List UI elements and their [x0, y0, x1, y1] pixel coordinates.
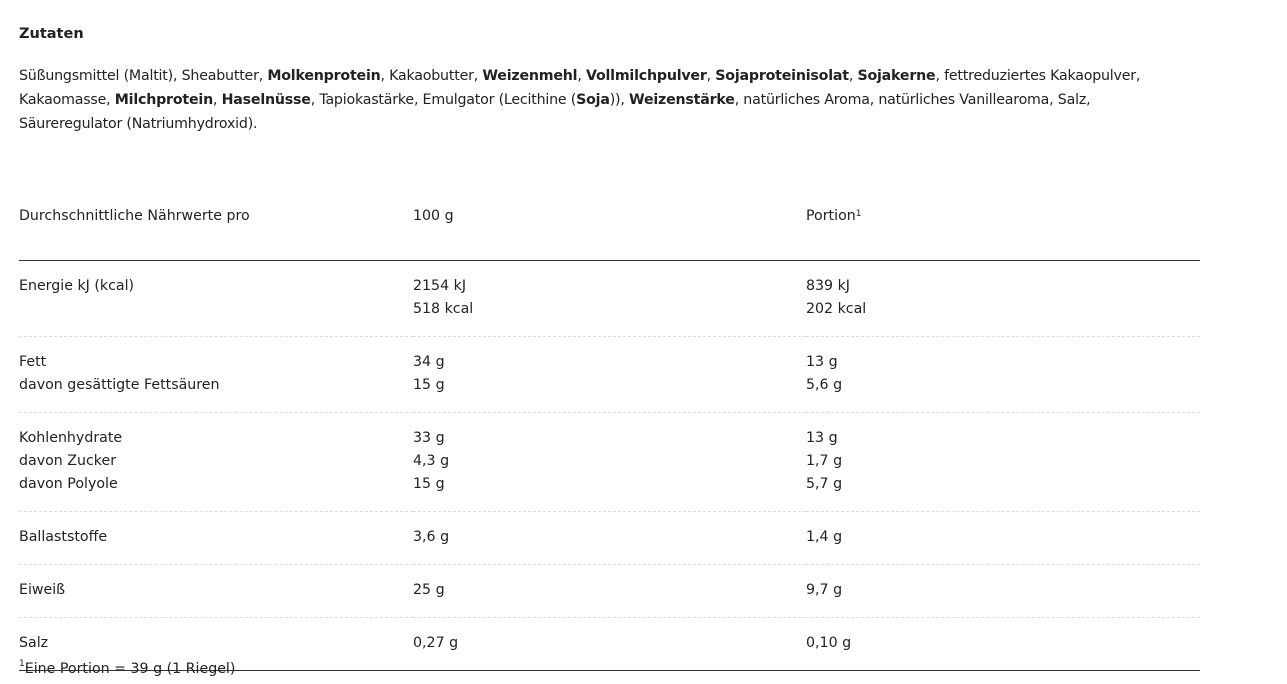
table-row: Energie kJ (kcal) 2154 kJ 518 kcal 839 kJ 20… — [19, 260, 1200, 337]
ingredient-text: Süßungsmittel (Maltit), Sheabutter, — [19, 68, 268, 84]
value-per-portion-cell: 839 kJ 202 kcal — [806, 260, 1200, 337]
value-per-portion-cell: 9,7 g — [806, 564, 1200, 618]
footnote: 1Eine Portion = 39 g (1 Riegel) — [19, 659, 236, 677]
value-per-100g-cell: 25 g — [413, 564, 806, 618]
ingredients-text: Süßungsmittel (Maltit), Sheabutter, Molk… — [19, 64, 1140, 136]
value-per-portion-cell: 0,10 g — [806, 617, 1200, 671]
value-per-100g: 2154 kJ — [413, 278, 467, 294]
value-per-100g: 0,27 g — [413, 635, 459, 651]
value-per-portion: 1,4 g — [806, 529, 843, 545]
nutrient-label: davon gesättigte Fettsäuren — [19, 377, 220, 393]
value-per-portion-cell: 13 g 5,6 g — [806, 336, 1200, 413]
value-per-portion: 9,7 g — [806, 582, 843, 598]
nutrient-label-cell: Kohlenhydrate davon Zucker davon Polyole — [19, 412, 413, 512]
nutrition-table: Durchschnittliche Nährwerte pro 100 g Po… — [19, 194, 1200, 671]
value-per-100g: 15 g — [413, 476, 445, 492]
ingredient-text: , Tapiokastärke, Emulgator (Lecithine ( — [310, 92, 577, 108]
nutrient-label: Eiweiß — [19, 582, 66, 598]
footnote-marker: 1 — [19, 659, 25, 669]
value-per-portion: 5,7 g — [806, 476, 843, 492]
ingredient-text: )), — [609, 92, 629, 108]
value-per-portion: 13 g — [806, 430, 838, 446]
ingredients-line: Säureregulator (Natriumhydroxid). — [19, 112, 1140, 136]
ingredient-text: , fettreduziertes Kakaopulver, — [935, 68, 1141, 84]
footnote-marker: 1 — [855, 209, 862, 219]
ingredient-text: Kakaomasse, — [19, 92, 115, 108]
value-per-100g: 33 g — [413, 430, 445, 446]
header-label: Durchschnittliche Nährwerte pro — [19, 194, 413, 261]
table-row: Salz 0,27 g 0,10 g — [19, 617, 1200, 671]
value-per-100g: 25 g — [413, 582, 445, 598]
nutrient-label: Fett — [19, 354, 47, 370]
value-per-100g: 518 kcal — [413, 301, 474, 317]
ingredient-text: , — [577, 68, 586, 84]
value-per-portion: 839 kJ — [806, 278, 850, 294]
value-per-portion: 202 kcal — [806, 301, 867, 317]
value-per-100g: 34 g — [413, 354, 445, 370]
value-per-100g-cell: 34 g 15 g — [413, 336, 806, 413]
nutrient-label: davon Polyole — [19, 476, 118, 492]
ingredient-text: , — [212, 92, 222, 108]
value-per-100g-cell: 33 g 4,3 g 15 g — [413, 412, 806, 512]
nutrient-label-cell: Energie kJ (kcal) — [19, 260, 413, 337]
ingredient-text: Säureregulator (Natriumhydroxid). — [19, 116, 258, 132]
nutrient-label: Ballaststoffe — [19, 529, 108, 545]
value-per-100g: 3,6 g — [413, 529, 450, 545]
header-portion-label: Portion — [806, 208, 856, 224]
value-per-portion: 1,7 g — [806, 453, 843, 469]
ingredients-line: Süßungsmittel (Maltit), Sheabutter, Molk… — [19, 64, 1140, 88]
table-row: Kohlenhydrate davon Zucker davon Polyole 33… — [19, 412, 1200, 512]
nutrient-label-cell: Ballaststoffe — [19, 511, 413, 565]
ingredient-text: , — [706, 68, 716, 84]
allergen-text: Weizenmehl — [482, 68, 578, 84]
value-per-100g: 15 g — [413, 377, 445, 393]
value-per-portion: 5,6 g — [806, 377, 843, 393]
value-per-portion: 0,10 g — [806, 635, 852, 651]
table-row: Ballaststoffe 3,6 g 1,4 g — [19, 511, 1200, 565]
value-per-100g-cell: 3,6 g — [413, 511, 806, 565]
ingredients-title: Zutaten — [19, 26, 84, 42]
allergen-text: Vollmilchpulver — [585, 68, 707, 84]
nutrient-label: Kohlenhydrate — [19, 430, 123, 446]
footnote-text: Eine Portion = 39 g (1 Riegel) — [24, 661, 236, 677]
nutrient-label-cell: Fett davon gesättigte Fettsäuren — [19, 336, 413, 413]
value-per-100g-cell: 2154 kJ 518 kcal — [413, 260, 806, 337]
allergen-text: Molkenprotein — [267, 68, 381, 84]
allergen-text: Soja — [576, 92, 610, 108]
allergen-text: Weizenstärke — [629, 92, 735, 108]
table-header-row: Durchschnittliche Nährwerte pro 100 g Po… — [19, 194, 1200, 261]
allergen-text: Milchprotein — [114, 92, 213, 108]
ingredients-line: Kakaomasse, Milchprotein, Haselnüsse, Ta… — [19, 88, 1140, 112]
value-per-portion-cell: 1,4 g — [806, 511, 1200, 565]
allergen-text: Sojakerne — [857, 68, 936, 84]
allergen-text: Haselnüsse — [221, 92, 311, 108]
ingredient-text: , Kakaobutter, — [380, 68, 483, 84]
table-row: Fett davon gesättigte Fettsäuren 34 g 15 g 1… — [19, 336, 1200, 413]
nutrient-label-cell: Salz — [19, 617, 413, 671]
value-per-100g: 4,3 g — [413, 453, 450, 469]
value-per-100g-cell: 0,27 g — [413, 617, 806, 671]
header-per-100g: 100 g — [413, 194, 806, 261]
allergen-text: Sojaproteinisolat — [715, 68, 849, 84]
table-row: Eiweiß 25 g 9,7 g — [19, 564, 1200, 618]
value-per-portion: 13 g — [806, 354, 838, 370]
ingredient-text: , natürliches Aroma, natürliches Vanille… — [734, 92, 1091, 108]
header-portion: Portion1 — [806, 194, 1200, 261]
value-per-portion-cell: 13 g 1,7 g 5,7 g — [806, 412, 1200, 512]
nutrient-label: Salz — [19, 635, 49, 651]
nutrient-label-cell: Eiweiß — [19, 564, 413, 618]
ingredient-text: , — [848, 68, 858, 84]
nutrient-label: davon Zucker — [19, 453, 117, 469]
nutrient-label: Energie kJ (kcal) — [19, 278, 135, 294]
